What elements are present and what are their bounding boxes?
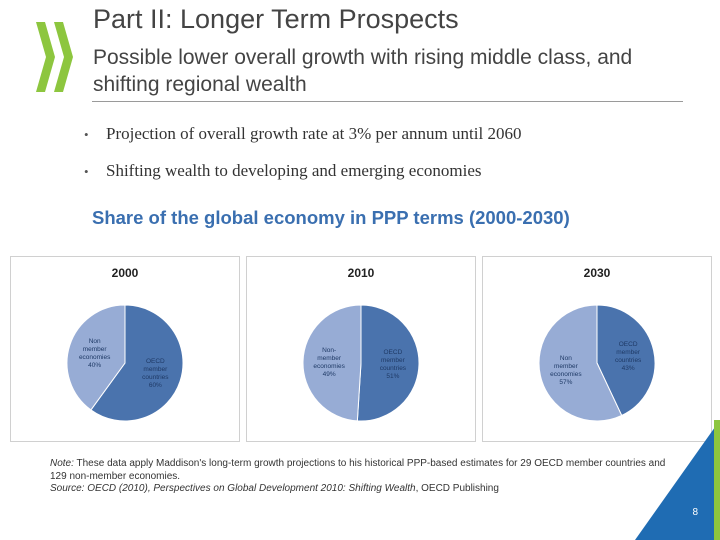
- pie-slice-label: OECD member countries 60%: [142, 358, 169, 389]
- pie-chart-2030: 2030 OECD member countries 43% Non member econo…: [538, 266, 656, 422]
- pie-slice: [356, 304, 420, 422]
- bullet-dot-icon: •: [84, 127, 89, 142]
- pie-slice: [596, 304, 656, 417]
- pie-title: 2010: [348, 266, 375, 280]
- source-prefix: Source: OECD (2010),: [50, 483, 154, 494]
- pie-slice-label: Non-member economies 49%: [313, 347, 345, 378]
- pie-slice: [538, 304, 623, 422]
- bullet-item: • Projection of overall growth rate at 3…: [84, 124, 521, 161]
- pie-chart-2010: 2010 OECD member countries 51% Non-member econ…: [302, 266, 420, 422]
- oecd-logo-icon: [36, 22, 73, 92]
- pie-panel-2030: 2030 OECD member countries 43% Non member econo…: [482, 256, 712, 442]
- corner-decoration: [635, 420, 720, 540]
- title-divider: [92, 101, 683, 102]
- page-title: Part II: Longer Term Prospects: [93, 4, 459, 34]
- note-prefix: Note:: [50, 458, 74, 469]
- bullet-item: • Shifting wealth to developing and emer…: [84, 161, 521, 198]
- bullet-text: Shifting wealth to developing and emergi…: [106, 161, 482, 180]
- pie-slice: [90, 304, 184, 422]
- pie-title: 2030: [584, 266, 611, 280]
- pie-chart-2000: 2000 OECD member countries 60% Non member econo…: [66, 266, 184, 422]
- pie-title: 2000: [112, 266, 139, 280]
- source-title: Perspectives on Global Development 2010:…: [153, 483, 416, 494]
- chart-heading: Share of the global economy in PPP terms…: [92, 207, 570, 228]
- bullet-text: Projection of overall growth rate at 3% …: [106, 124, 522, 143]
- source-suffix: , OECD Publishing: [415, 483, 499, 494]
- bullet-list: • Projection of overall growth rate at 3…: [84, 124, 521, 198]
- pie-slice-label: Non member economies 40%: [79, 338, 111, 369]
- bullet-dot-icon: •: [84, 164, 89, 179]
- note-text: These data apply Maddison's long-term gr…: [50, 458, 666, 482]
- pie-panel-2000: 2000 OECD member countries 60% Non member econo…: [10, 256, 240, 442]
- pie-slice: [66, 304, 126, 411]
- source-note: Note: These data apply Maddison's long-t…: [50, 458, 670, 496]
- pie-slice-label: OECD member countries 43%: [615, 341, 642, 372]
- pie-panel-2010: 2010 OECD member countries 51% Non-member econ…: [246, 256, 476, 442]
- page-subtitle: Possible lower overall growth with risin…: [93, 46, 633, 96]
- pie-slice-label: OECD member countries 51%: [380, 349, 407, 380]
- pie-slice: [302, 304, 362, 422]
- pie-slice-label: Non member economies 57%: [550, 355, 582, 386]
- page-number: 8: [692, 507, 698, 518]
